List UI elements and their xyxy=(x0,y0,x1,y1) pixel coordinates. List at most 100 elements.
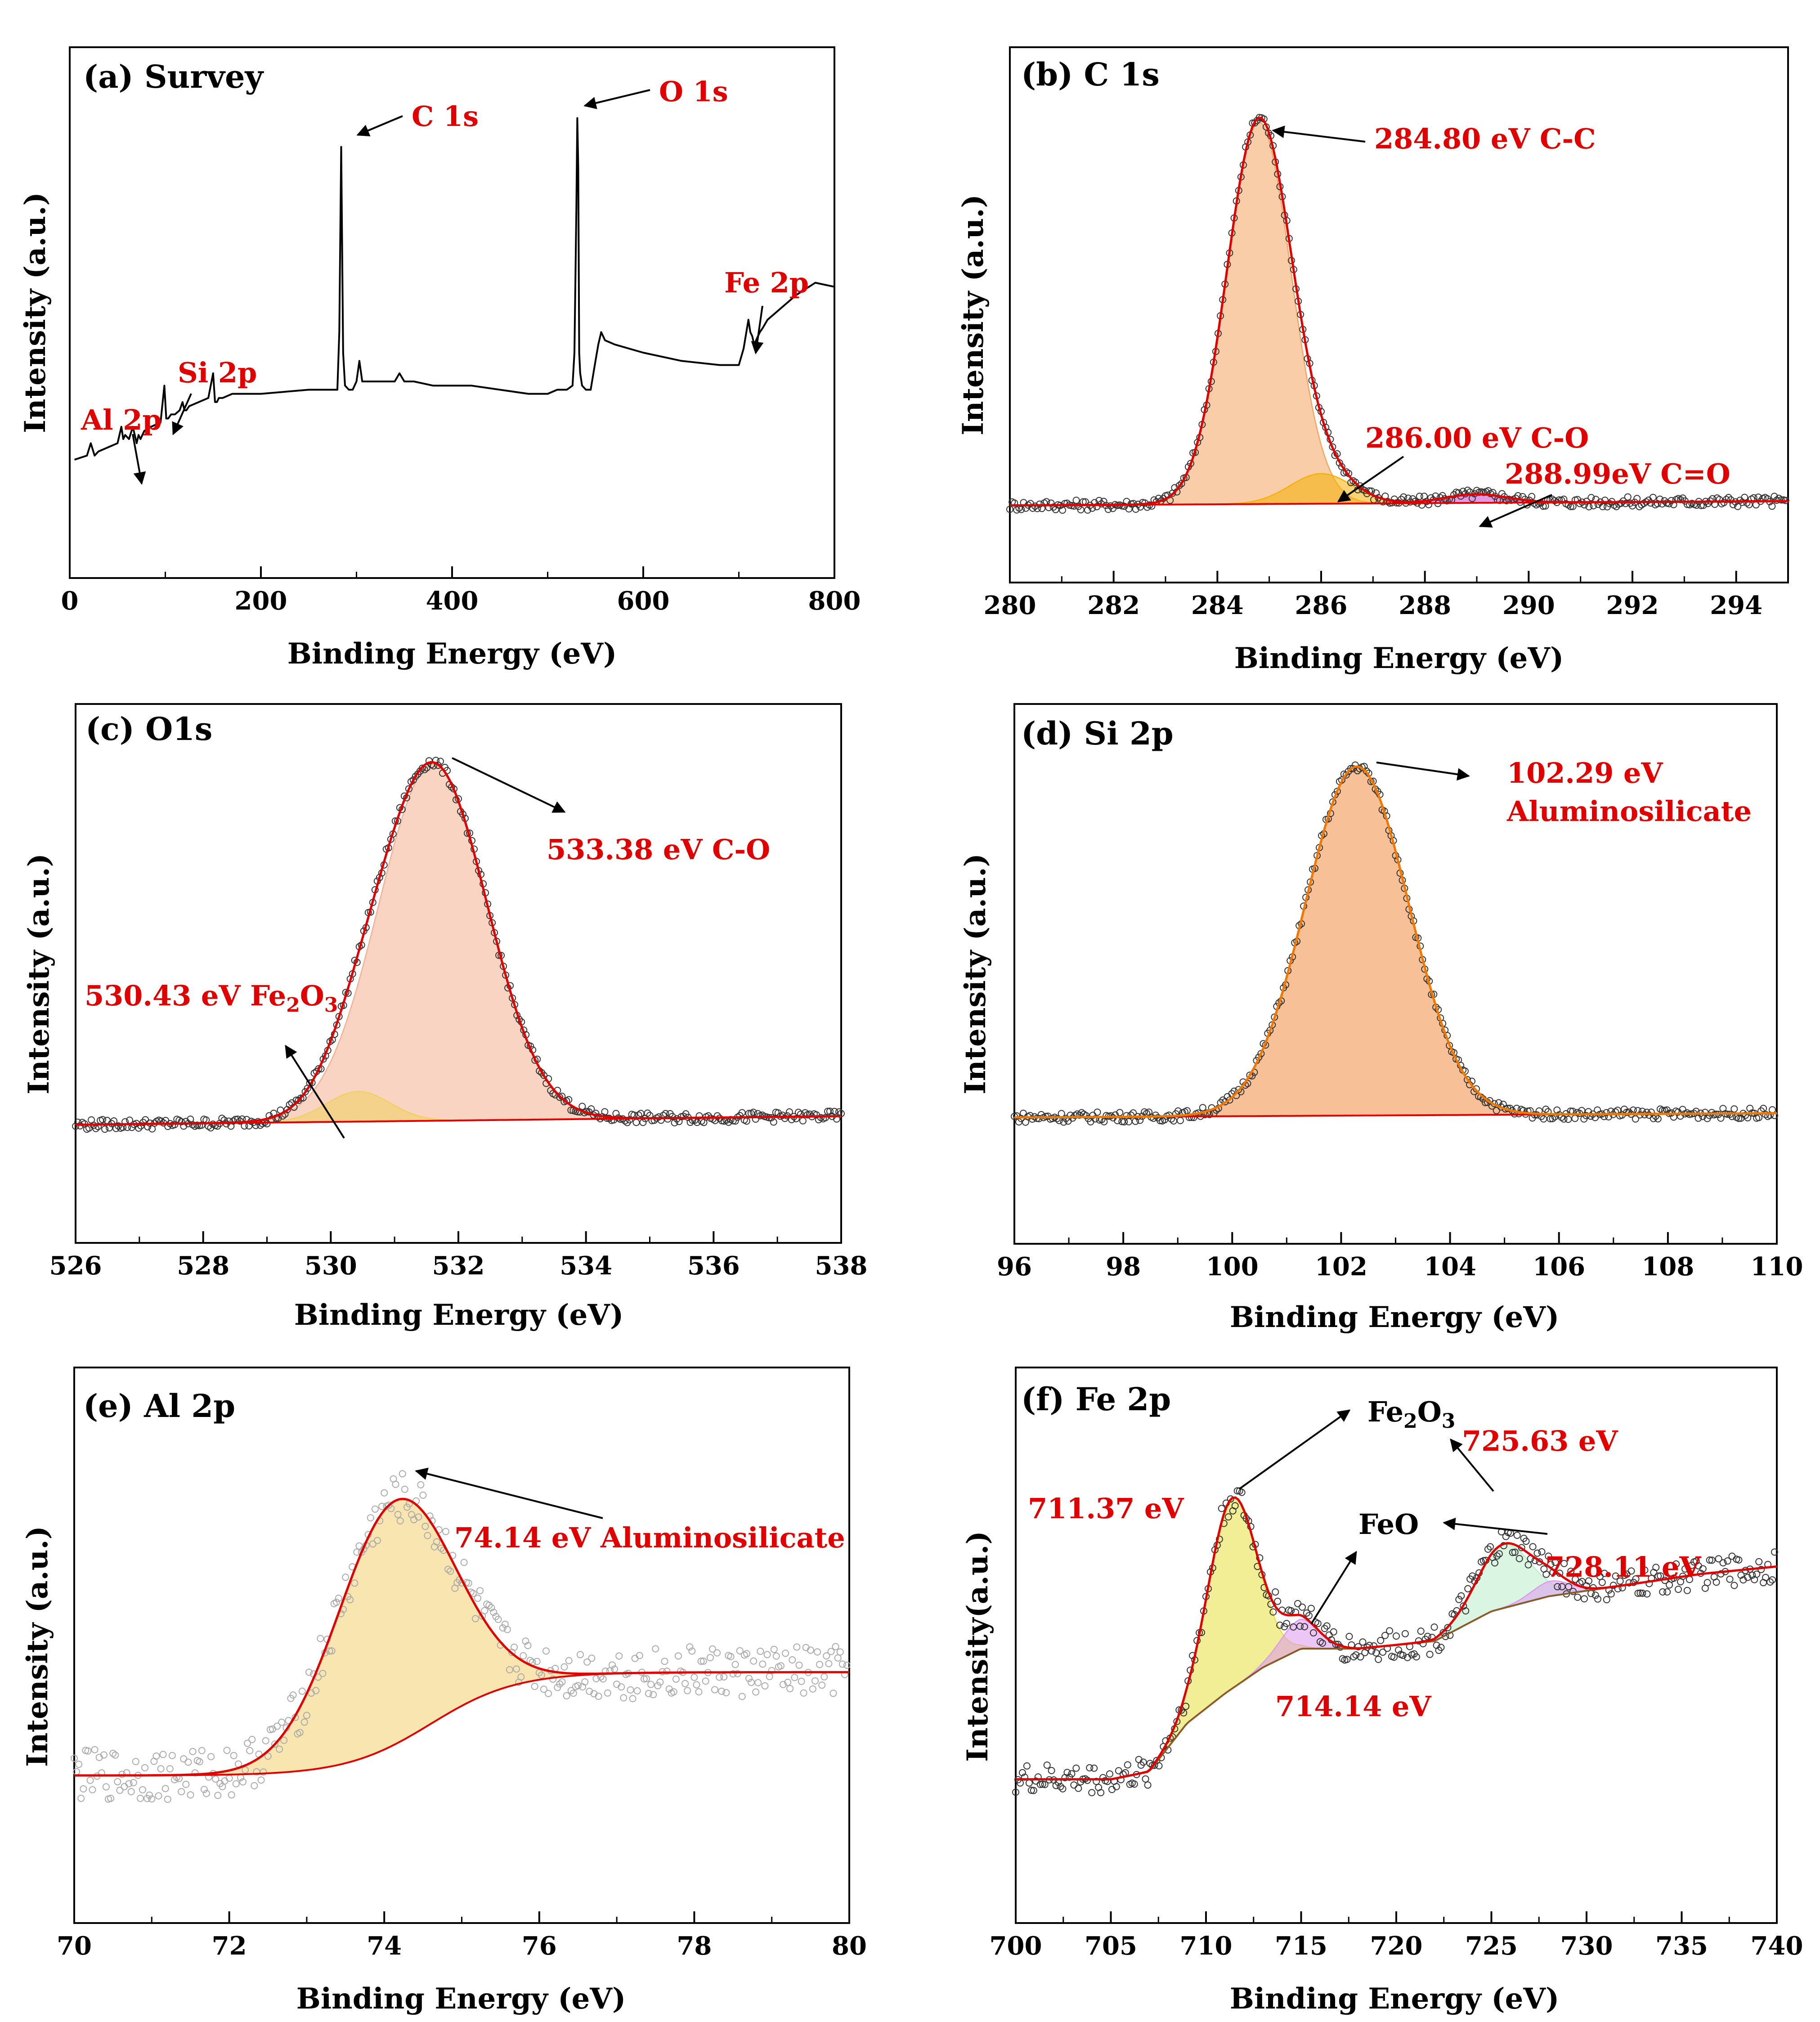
data-point xyxy=(1053,1115,1061,1122)
data-point xyxy=(1430,1623,1438,1631)
data-point xyxy=(447,1567,454,1575)
x-axis-label: Binding Energy (eV) xyxy=(1230,1982,1559,2016)
data-point xyxy=(273,1722,281,1730)
data-point xyxy=(178,1118,185,1125)
x-tick-label: 280 xyxy=(984,591,1036,620)
data-point xyxy=(1768,502,1776,510)
data-point xyxy=(214,1792,222,1799)
data-point xyxy=(1238,1488,1246,1496)
arrow-si2p xyxy=(172,393,192,435)
data-point xyxy=(1636,1589,1644,1597)
data-point xyxy=(1649,493,1657,501)
data-point xyxy=(615,1652,623,1660)
data-point xyxy=(1307,1605,1315,1612)
envelope-fit-line xyxy=(74,1497,849,1777)
data-point xyxy=(392,1480,399,1488)
data-point xyxy=(1509,1549,1516,1556)
data-point xyxy=(1112,1783,1120,1790)
data-point xyxy=(1585,503,1593,511)
x-tick-label: 600 xyxy=(617,586,670,616)
data-point xyxy=(697,1658,705,1665)
data-point xyxy=(409,776,417,784)
data-point xyxy=(1717,1570,1725,1578)
data-point xyxy=(734,1670,741,1677)
data-point xyxy=(239,1778,247,1786)
arrow-102-29 xyxy=(1376,762,1470,781)
data-point xyxy=(1359,1638,1367,1646)
data-point xyxy=(1493,1552,1501,1560)
data-point xyxy=(191,1769,199,1777)
data-point xyxy=(1606,500,1614,507)
data-point xyxy=(1699,1565,1707,1573)
data-point xyxy=(1357,1653,1364,1661)
annotation-725-63: 725.63 eV xyxy=(1462,1425,1618,1457)
data-point xyxy=(1549,1115,1556,1122)
data-point xyxy=(1554,1583,1561,1591)
arrow-284-80 xyxy=(1272,126,1366,143)
data-point xyxy=(1198,1629,1205,1636)
data-point xyxy=(401,1485,408,1493)
data-point xyxy=(84,1747,92,1755)
data-point xyxy=(1019,1109,1027,1117)
data-point xyxy=(1715,1555,1722,1563)
data-point xyxy=(681,1680,689,1687)
data-point xyxy=(1744,1114,1752,1121)
data-point xyxy=(1730,1105,1738,1113)
data-point xyxy=(1174,1107,1182,1115)
data-point xyxy=(1598,1578,1606,1586)
data-point xyxy=(670,1688,677,1696)
data-point xyxy=(1091,1115,1099,1123)
data-point xyxy=(99,1116,107,1123)
data-point xyxy=(189,1748,197,1755)
data-point xyxy=(1587,494,1595,502)
data-point xyxy=(114,1778,121,1785)
data-point xyxy=(1390,1654,1398,1661)
data-point xyxy=(260,1768,267,1776)
data-point xyxy=(1417,1627,1425,1635)
data-point xyxy=(1013,506,1021,514)
data-point xyxy=(1607,1590,1615,1598)
data-point xyxy=(300,1718,308,1726)
x-tick-label: 72 xyxy=(212,1931,247,1961)
data-point xyxy=(168,1752,176,1759)
data-point xyxy=(524,1642,532,1649)
data-point xyxy=(230,1752,238,1759)
data-point xyxy=(1708,1556,1716,1564)
data-point xyxy=(1493,1107,1500,1114)
data-point xyxy=(1231,1502,1239,1510)
data-points xyxy=(71,1470,851,1803)
data-point xyxy=(298,1687,306,1695)
annotation-fe2p: Fe 2p xyxy=(724,266,809,299)
data-point xyxy=(1735,1115,1743,1122)
data-point xyxy=(789,1656,796,1663)
data-point xyxy=(1030,1787,1037,1794)
data-point xyxy=(141,1764,149,1771)
data-point xyxy=(1142,1775,1149,1783)
data-point xyxy=(421,1523,429,1530)
x-tick-label: 526 xyxy=(49,1251,102,1281)
data-point xyxy=(1318,1639,1326,1647)
data-point xyxy=(1032,1777,1040,1785)
data-point xyxy=(743,1650,750,1658)
annotations: 102.29 eV Aluminosilicate xyxy=(1376,757,1752,828)
data-point xyxy=(1522,1538,1530,1545)
data-point xyxy=(1070,1781,1078,1789)
data-point xyxy=(1487,1543,1494,1551)
x-tick-label: 715 xyxy=(1275,1931,1327,1961)
data-point xyxy=(1762,1111,1770,1118)
data-point xyxy=(481,1607,489,1614)
data-point xyxy=(1683,1587,1691,1594)
annotation-al2p: Al 2p xyxy=(81,404,162,436)
data-point xyxy=(1218,1505,1225,1512)
x-tick-label: 740 xyxy=(1751,1931,1803,1961)
data-point xyxy=(1672,1560,1680,1568)
y-axis-label: Intensity (a.u.) xyxy=(18,192,52,433)
data-point xyxy=(768,1667,776,1674)
data-point xyxy=(577,1651,584,1659)
data-point xyxy=(1462,1607,1470,1614)
data-point xyxy=(1144,1781,1152,1789)
x-tick-label: 286 xyxy=(1295,591,1348,620)
data-point xyxy=(656,1678,664,1686)
data-point xyxy=(574,1682,582,1690)
data-point xyxy=(374,1537,381,1544)
